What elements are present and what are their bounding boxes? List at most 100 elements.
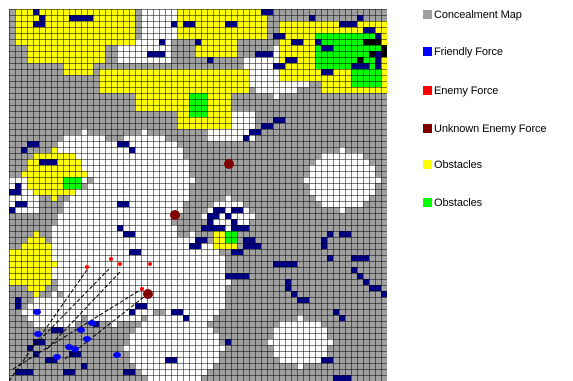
obstacle-yellow-cell	[249, 9, 255, 15]
obstacle-yellow-cell	[213, 237, 219, 243]
obstacle-yellow-cell	[39, 171, 45, 177]
concealment-cell	[321, 225, 327, 231]
dark-cell	[201, 237, 207, 243]
open-cell	[165, 165, 171, 171]
open-cell	[75, 231, 81, 237]
open-cell	[333, 183, 339, 189]
obstacle-yellow-cell	[237, 69, 243, 75]
obstacle-yellow-cell	[57, 165, 63, 171]
concealment-cell	[9, 165, 15, 171]
concealment-cell	[153, 111, 159, 117]
open-cell	[255, 81, 261, 87]
open-cell	[117, 303, 123, 309]
open-cell	[273, 51, 279, 57]
concealment-cell	[255, 237, 261, 243]
open-cell	[339, 189, 345, 195]
open-cell	[117, 165, 123, 171]
concealment-cell	[297, 123, 303, 129]
open-cell	[189, 177, 195, 183]
dark-cell	[297, 297, 303, 303]
concealment-cell	[231, 363, 237, 369]
open-cell	[177, 291, 183, 297]
concealment-cell	[285, 201, 291, 207]
dark-cell	[237, 225, 243, 231]
concealment-cell	[219, 333, 225, 339]
concealment-cell	[303, 231, 309, 237]
concealment-cell	[21, 153, 27, 159]
concealment-map-grid[interactable]	[9, 9, 387, 381]
map-canvas[interactable]	[9, 9, 387, 381]
open-cell	[153, 147, 159, 153]
concealment-cell	[237, 99, 243, 105]
concealment-cell	[45, 231, 51, 237]
obstacle-yellow-cell	[333, 21, 339, 27]
open-cell	[225, 207, 231, 213]
open-cell	[111, 165, 117, 171]
concealment-cell	[45, 375, 51, 381]
concealment-cell	[171, 51, 177, 57]
open-cell	[231, 201, 237, 207]
open-cell	[147, 165, 153, 171]
concealment-cell	[375, 201, 381, 207]
concealment-cell	[117, 123, 123, 129]
concealment-cell	[21, 213, 27, 219]
open-cell	[321, 165, 327, 171]
open-cell	[201, 363, 207, 369]
open-cell	[219, 255, 225, 261]
concealment-cell	[63, 111, 69, 117]
legend-label-friendly-force: Friendly Force	[434, 45, 503, 58]
concealment-cell	[321, 15, 327, 21]
concealment-cell	[369, 15, 375, 21]
concealment-cell	[81, 75, 87, 81]
concealment-cell	[237, 363, 243, 369]
obstacle-yellow-cell	[225, 27, 231, 33]
obstacle-yellow-cell	[75, 45, 81, 51]
dark-cell	[219, 207, 225, 213]
obstacle-yellow-cell	[27, 285, 33, 291]
black-cell	[369, 51, 375, 57]
obstacle-green-cell	[345, 63, 351, 69]
concealment-cell	[9, 87, 15, 93]
obstacle-yellow-cell	[33, 255, 39, 261]
obstacle-yellow-cell	[171, 99, 177, 105]
concealment-cell	[21, 339, 27, 345]
obstacle-yellow-cell	[63, 171, 69, 177]
concealment-cell	[279, 9, 285, 15]
open-cell	[63, 237, 69, 243]
concealment-cell	[201, 189, 207, 195]
concealment-cell	[321, 255, 327, 261]
concealment-cell	[15, 219, 21, 225]
concealment-cell	[357, 321, 363, 327]
concealment-cell	[339, 339, 345, 345]
open-cell	[189, 339, 195, 345]
open-cell	[99, 279, 105, 285]
open-cell	[171, 9, 177, 15]
open-cell	[141, 141, 147, 147]
concealment-cell	[369, 279, 375, 285]
obstacle-green-cell	[333, 45, 339, 51]
concealment-cell	[249, 105, 255, 111]
open-cell	[249, 117, 255, 123]
open-cell	[183, 249, 189, 255]
concealment-cell	[21, 327, 27, 333]
concealment-cell	[285, 117, 291, 123]
concealment-cell	[339, 303, 345, 309]
concealment-cell	[243, 309, 249, 315]
concealment-cell	[15, 87, 21, 93]
concealment-cell	[219, 351, 225, 357]
concealment-cell	[219, 195, 225, 201]
concealment-cell	[129, 321, 135, 327]
obstacle-yellow-cell	[141, 87, 147, 93]
open-cell	[117, 273, 123, 279]
concealment-cell	[237, 147, 243, 153]
concealment-cell	[381, 99, 387, 105]
concealment-cell	[339, 135, 345, 141]
dark-cell	[321, 357, 327, 363]
concealment-cell	[63, 339, 69, 345]
obstacle-yellow-cell	[219, 93, 225, 99]
concealment-cell	[219, 363, 225, 369]
concealment-cell	[237, 267, 243, 273]
concealment-cell	[351, 129, 357, 135]
open-cell	[297, 339, 303, 345]
concealment-cell	[231, 189, 237, 195]
